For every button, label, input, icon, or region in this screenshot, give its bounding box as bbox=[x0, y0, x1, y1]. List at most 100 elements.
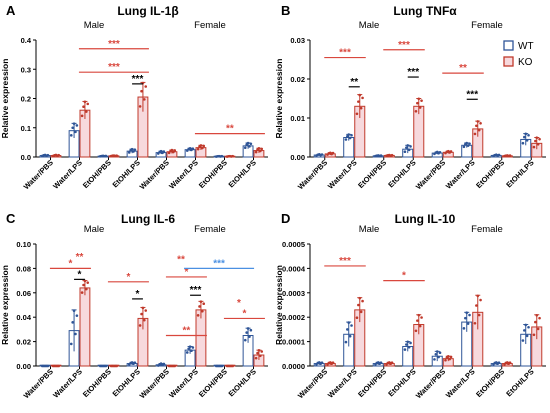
data-point bbox=[133, 148, 137, 151]
data-point bbox=[479, 298, 482, 302]
x-tick-label: Water/PBS bbox=[296, 158, 329, 191]
data-point bbox=[359, 106, 363, 110]
data-point bbox=[144, 309, 148, 312]
chart-panel-a: A Lung IL-1β Male Female 0.0 0.1 0.2 0.3 0.4 Rela… bbox=[0, 3, 268, 191]
data-point bbox=[167, 151, 171, 155]
data-point bbox=[417, 313, 421, 317]
significance-label: * bbox=[136, 289, 140, 300]
data-point bbox=[417, 97, 421, 101]
data-point bbox=[246, 327, 250, 330]
data-point bbox=[406, 144, 410, 147]
y-tick-label: 0.00 bbox=[16, 362, 31, 371]
data-point bbox=[46, 364, 50, 368]
data-point bbox=[523, 329, 526, 332]
significance-label: *** bbox=[108, 39, 120, 50]
significance-label: ** bbox=[76, 252, 84, 263]
data-point bbox=[162, 150, 166, 153]
y-tick-label: 0.2 bbox=[21, 95, 31, 104]
significance-label: * bbox=[402, 271, 406, 282]
y-tick-label: 0.10 bbox=[16, 240, 31, 249]
data-point bbox=[132, 150, 135, 153]
y-axis-label: Relative expression bbox=[274, 59, 284, 139]
bar-ko bbox=[79, 287, 91, 367]
y-tick-label: 0.04 bbox=[16, 313, 31, 322]
significance-label: ** bbox=[459, 63, 467, 74]
data-point bbox=[138, 105, 142, 108]
x-tick-label: Water/LPS bbox=[51, 158, 84, 191]
legend-label-ko: KO bbox=[518, 57, 533, 68]
chart-panel-c: C Lung IL-6 Male Female 0.00 0.02 0.04 0.06 0.08… bbox=[0, 211, 268, 400]
y-tick-label: 0.0004 bbox=[282, 264, 306, 273]
y-tick-label: 0.03 bbox=[290, 36, 305, 45]
panel-letter: B bbox=[281, 3, 290, 18]
data-point bbox=[260, 147, 264, 151]
y-tick-label: 0.01 bbox=[290, 114, 305, 123]
data-point bbox=[104, 364, 108, 368]
data-point bbox=[140, 312, 143, 316]
data-point bbox=[350, 133, 353, 137]
data-point bbox=[115, 364, 119, 368]
data-point bbox=[75, 314, 79, 317]
data-point bbox=[190, 349, 193, 353]
data-point bbox=[127, 151, 131, 154]
panel-letter: A bbox=[6, 3, 16, 18]
group-label: Male bbox=[359, 224, 380, 235]
y-tick-label: 0.02 bbox=[290, 75, 305, 84]
group-label: Female bbox=[194, 224, 226, 235]
significance-label: ** bbox=[177, 254, 185, 265]
data-point bbox=[475, 304, 478, 307]
y-tick-label: 0.08 bbox=[16, 264, 31, 273]
data-point bbox=[82, 105, 85, 108]
data-point bbox=[535, 136, 539, 140]
data-point bbox=[527, 133, 530, 137]
data-point bbox=[71, 321, 74, 324]
x-tick-label: Water/PBS bbox=[414, 158, 447, 191]
x-tick-label: EtOH/PBS bbox=[81, 367, 113, 399]
data-point bbox=[46, 153, 50, 157]
data-point bbox=[243, 146, 247, 150]
data-point bbox=[358, 93, 362, 97]
data-point bbox=[254, 150, 258, 154]
data-point bbox=[532, 333, 536, 337]
data-point bbox=[254, 356, 258, 360]
data-point bbox=[407, 345, 411, 349]
data-point bbox=[248, 145, 251, 148]
data-point bbox=[104, 154, 108, 158]
significance-label: *** bbox=[407, 67, 419, 78]
x-tick-label: Water/LPS bbox=[326, 367, 359, 400]
data-point bbox=[449, 355, 453, 359]
data-point bbox=[359, 310, 363, 314]
x-tick-label: Water/PBS bbox=[296, 367, 329, 400]
data-point bbox=[140, 89, 143, 93]
data-point bbox=[199, 144, 203, 147]
y-axis-label: Relative expression bbox=[0, 59, 10, 139]
y-tick-label: 0.00 bbox=[290, 153, 305, 162]
data-point bbox=[143, 318, 146, 322]
legend-label-wt: WT bbox=[518, 41, 534, 52]
significance-label: ** bbox=[226, 124, 234, 135]
data-point bbox=[72, 309, 76, 313]
data-point bbox=[83, 279, 87, 283]
significance-label: * bbox=[68, 258, 72, 269]
significance-label: ** bbox=[350, 77, 358, 88]
significance-label: *** bbox=[339, 256, 351, 267]
y-tick-label: 0.0 bbox=[21, 153, 31, 162]
significance-label: *** bbox=[213, 258, 225, 269]
chart-title: Lung IL-6 bbox=[121, 212, 175, 226]
data-point bbox=[355, 316, 359, 319]
data-point bbox=[416, 319, 419, 322]
x-tick-label: EtOH/LPS bbox=[504, 158, 535, 189]
x-tick-label: EtOH/PBS bbox=[356, 158, 388, 190]
data-point bbox=[508, 154, 512, 157]
x-tick-label: EtOH/LPS bbox=[504, 367, 535, 398]
x-tick-label: Water/PBS bbox=[138, 158, 171, 191]
y-tick-label: 0.0002 bbox=[282, 313, 305, 322]
data-point bbox=[191, 147, 195, 150]
significance-label: *** bbox=[190, 285, 202, 296]
data-point bbox=[497, 153, 501, 157]
data-point bbox=[201, 146, 204, 150]
data-point bbox=[462, 145, 466, 149]
data-point bbox=[449, 150, 453, 153]
data-point bbox=[198, 305, 201, 308]
data-point bbox=[406, 340, 410, 344]
